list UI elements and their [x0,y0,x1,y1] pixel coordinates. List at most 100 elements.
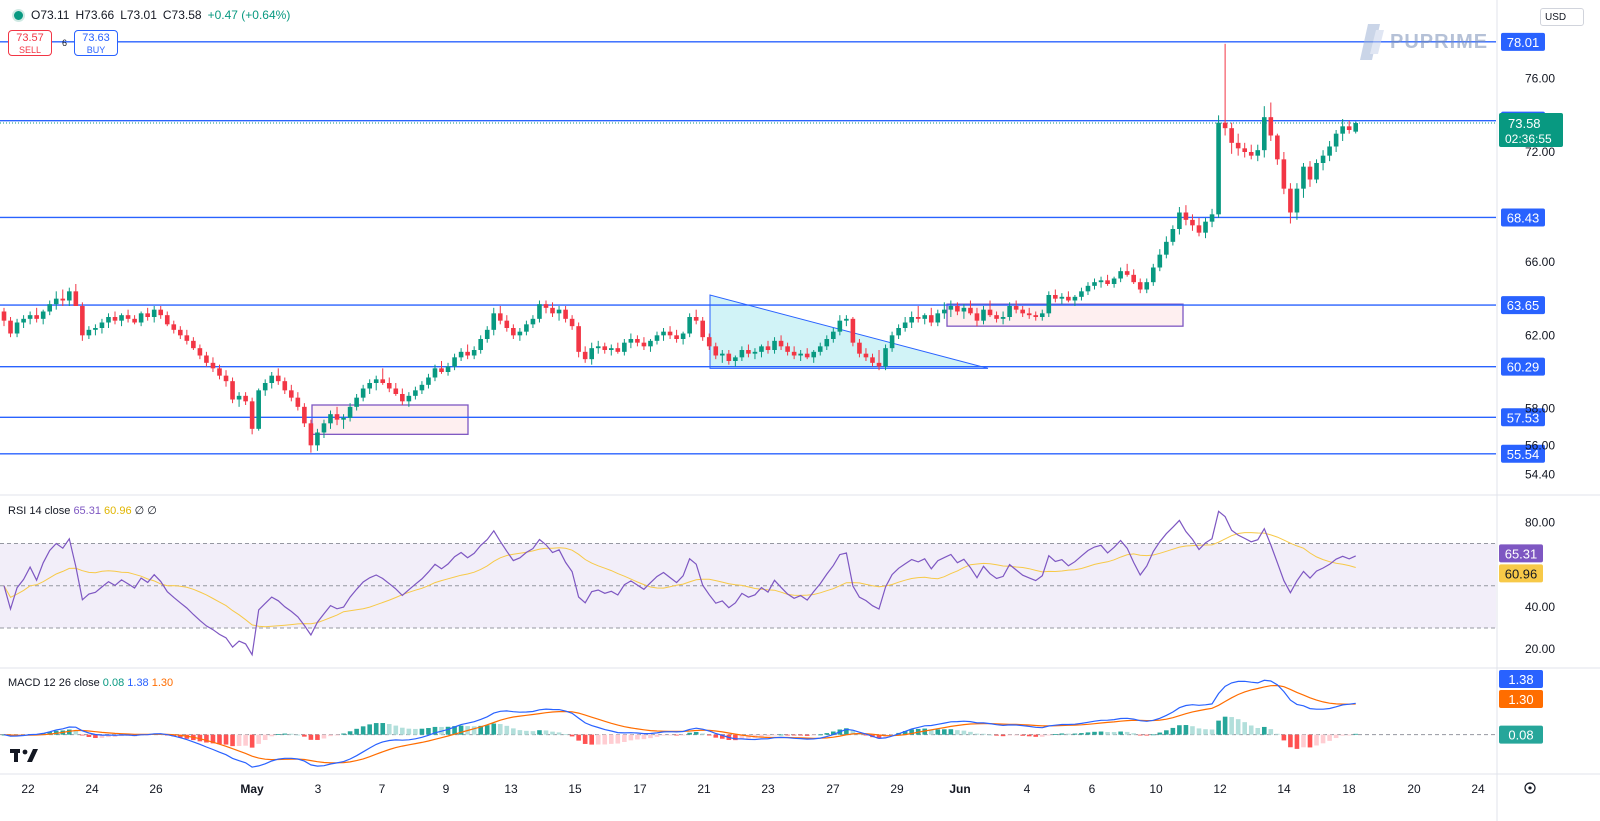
macd-histogram-bar [295,734,301,736]
level-price-tag [1501,32,1545,51]
macd-histogram-bar [772,734,777,736]
candle-body [1013,306,1019,310]
macd-histogram-bar [641,734,647,740]
candle-body [210,362,216,369]
macd-histogram-bar [419,728,425,735]
candle-body [772,340,777,350]
candle-body [73,291,79,306]
candle-body [641,342,647,347]
macd-histogram-bar [406,728,412,735]
candle-body [217,368,222,376]
macd-histogram-value-label: 0.08 [1508,728,1533,743]
candle-body [955,306,960,312]
sell-price: 73.57 [16,32,44,44]
macd-histogram-bar [262,734,268,741]
tradingview-logo-icon [10,749,38,762]
time-tick-label: 9 [443,782,450,796]
macd-histogram-bar [1000,734,1006,737]
time-tick-label: 24 [85,782,99,796]
sell-button[interactable]: 73.57 SELL [8,30,52,56]
candle-body [994,315,999,319]
macd-histogram-bar [269,734,275,737]
macd-histogram-bar [713,734,719,738]
candle-body [478,339,483,350]
macd-histogram-bar [321,734,327,739]
macd-histogram-bar [484,725,490,735]
candle-body [184,335,190,341]
macd-histogram-bar [1098,731,1104,735]
macd-histogram-bar [106,734,111,738]
macd-histogram-bar [249,734,255,748]
sell-label: SELL [18,45,42,55]
buy-button[interactable]: 73.63 BUY [74,30,118,56]
macd-histogram-bar [1053,734,1058,735]
candle-body [93,328,98,330]
candle-body [151,309,157,317]
candle-body [726,353,732,361]
macd-histogram-bar [811,734,817,736]
candle-body [275,375,281,382]
macd-histogram-bar [1118,731,1123,735]
candle-body [1085,285,1091,292]
brand-mark-icon [1360,24,1384,60]
macd-histogram-bar [354,728,359,735]
candle-body [615,348,621,352]
candle-body [191,340,196,349]
candle-body [465,351,470,356]
candle-body [8,320,13,334]
candle-body [1137,282,1143,290]
macd-histogram-bar [804,734,810,736]
candle-body [125,315,131,319]
candle-body [511,328,516,336]
rsi-tick-label: 20.00 [1525,642,1555,656]
macd-histogram-bar [759,734,764,737]
candle-body [321,423,327,433]
candle-body [537,304,542,319]
time-tick-label: 27 [826,782,840,796]
ohlc-open: O73.11 [31,8,70,22]
candle-body [1222,122,1228,129]
macd-histogram-bar [654,734,660,737]
last-price-label: 73.58 [1508,116,1541,131]
macd-histogram-bar [282,733,288,735]
macd-histogram-bar [1013,734,1019,736]
time-tick-label: 26 [149,782,163,796]
rsi-tick-label: 80.00 [1525,515,1555,529]
macd-histogram-bar [1183,725,1189,735]
macd-histogram-bar [994,734,999,736]
candle-body [1242,148,1247,152]
currency-selector[interactable]: USD [1540,8,1584,26]
candle-body [1066,296,1071,301]
macd-histogram-bar [844,728,849,735]
macd-histogram-bar [1170,727,1176,735]
macd-histogram-bar [386,724,392,735]
level-price-tag [1501,408,1545,427]
candle-body [445,366,451,372]
rsi-value-tag [1499,544,1543,563]
candle-body [67,291,72,301]
candle-body [439,368,444,372]
rsi-line [3,510,1356,657]
macd-histogram-bar [217,734,222,745]
candle-body [661,331,666,336]
macd-histogram-bar [1046,734,1052,736]
macd-histogram-bar [1059,733,1065,735]
candle-body [1150,267,1156,283]
candle-body [1314,163,1319,180]
candle-body [968,307,973,314]
candle-body [164,315,170,325]
candle-body [341,417,346,420]
macd-histogram-bar [974,733,980,735]
candle-body [1294,188,1300,213]
candle-body [47,304,53,312]
candle-body [713,346,719,356]
candle-body [935,313,941,323]
candle-body [426,377,431,385]
candle-body [752,351,758,354]
candle-body [1144,282,1150,290]
gear-ring [1524,782,1536,794]
candle-body [974,313,980,321]
macd-histogram-bar [693,731,699,735]
axis-settings-icon[interactable] [1524,782,1536,794]
